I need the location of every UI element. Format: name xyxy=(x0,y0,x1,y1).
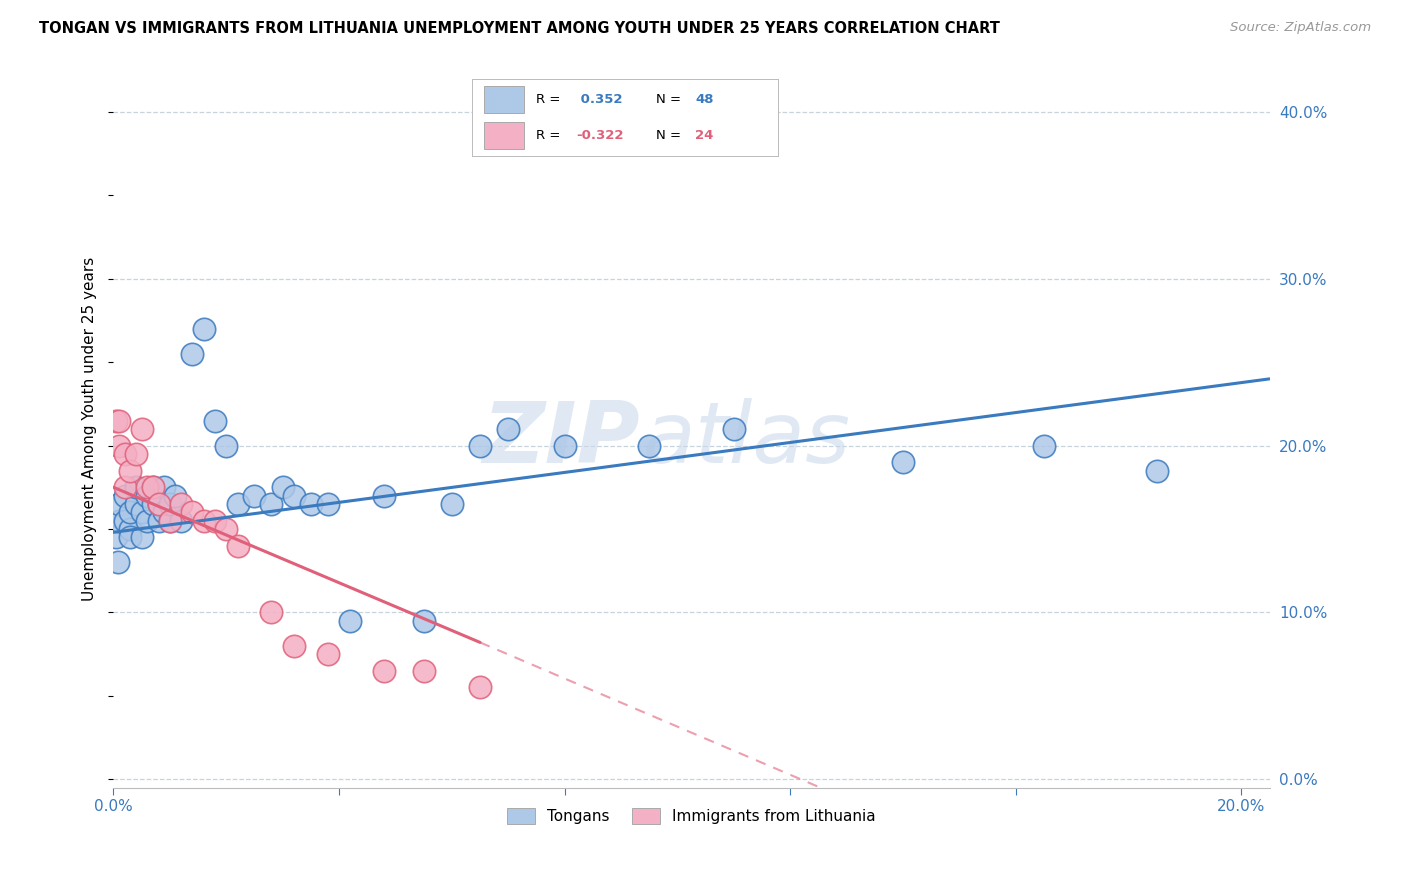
Point xyxy=(226,539,249,553)
Point xyxy=(108,497,131,511)
Point xyxy=(105,530,128,544)
Point xyxy=(153,505,176,519)
Text: ZIP: ZIP xyxy=(482,398,640,481)
Text: TONGAN VS IMMIGRANTS FROM LITHUANIA UNEMPLOYMENT AMONG YOUTH UNDER 25 YEARS CORR: TONGAN VS IMMIGRANTS FROM LITHUANIA UNEM… xyxy=(39,21,1000,37)
Point xyxy=(723,422,745,436)
Point xyxy=(142,480,165,494)
Point xyxy=(131,505,153,519)
Point xyxy=(373,664,395,678)
Point xyxy=(215,522,238,536)
Point xyxy=(1146,464,1168,478)
Point xyxy=(170,514,193,528)
Point xyxy=(131,530,153,544)
Point xyxy=(125,447,148,461)
Point xyxy=(226,497,249,511)
Point xyxy=(108,514,131,528)
Point xyxy=(159,514,181,528)
Point xyxy=(120,530,142,544)
Legend: Tongans, Immigrants from Lithuania: Tongans, Immigrants from Lithuania xyxy=(501,802,882,830)
Point xyxy=(120,464,142,478)
Point xyxy=(243,489,266,503)
Point xyxy=(131,422,153,436)
Point xyxy=(114,480,136,494)
Point xyxy=(468,439,491,453)
Point xyxy=(142,497,165,511)
Point xyxy=(181,505,204,519)
Point xyxy=(638,439,661,453)
Point xyxy=(373,489,395,503)
Point xyxy=(316,647,339,661)
Point xyxy=(136,480,159,494)
Point xyxy=(114,514,136,528)
Point xyxy=(339,614,361,628)
Point xyxy=(283,489,305,503)
Point xyxy=(105,413,128,427)
Point xyxy=(215,439,238,453)
Point xyxy=(496,422,519,436)
Point xyxy=(148,514,170,528)
Point xyxy=(204,514,226,528)
Point xyxy=(193,322,215,336)
Point xyxy=(136,514,159,528)
Point xyxy=(108,413,131,427)
Point xyxy=(120,522,142,536)
Point xyxy=(271,480,294,494)
Point xyxy=(204,413,226,427)
Point xyxy=(153,480,176,494)
Point xyxy=(108,439,131,453)
Point xyxy=(440,497,463,511)
Point xyxy=(148,497,170,511)
Point xyxy=(299,497,322,511)
Point xyxy=(468,681,491,695)
Point xyxy=(142,480,165,494)
Point xyxy=(136,489,159,503)
Point xyxy=(170,497,193,511)
Point xyxy=(554,439,576,453)
Point xyxy=(148,497,170,511)
Point xyxy=(316,497,339,511)
Point xyxy=(412,664,434,678)
Point xyxy=(283,639,305,653)
Text: Source: ZipAtlas.com: Source: ZipAtlas.com xyxy=(1230,21,1371,35)
Point xyxy=(193,514,215,528)
Point xyxy=(107,555,129,569)
Point xyxy=(114,447,136,461)
Point xyxy=(159,497,181,511)
Point xyxy=(125,480,148,494)
Point xyxy=(412,614,434,628)
Point xyxy=(260,606,283,620)
Point xyxy=(181,347,204,361)
Point xyxy=(120,505,142,519)
Point xyxy=(165,489,187,503)
Point xyxy=(891,455,914,469)
Point xyxy=(159,514,181,528)
Point xyxy=(1032,439,1054,453)
Point xyxy=(114,489,136,503)
Point xyxy=(260,497,283,511)
Y-axis label: Unemployment Among Youth under 25 years: Unemployment Among Youth under 25 years xyxy=(83,257,97,601)
Point xyxy=(125,497,148,511)
Text: atlas: atlas xyxy=(643,398,851,481)
